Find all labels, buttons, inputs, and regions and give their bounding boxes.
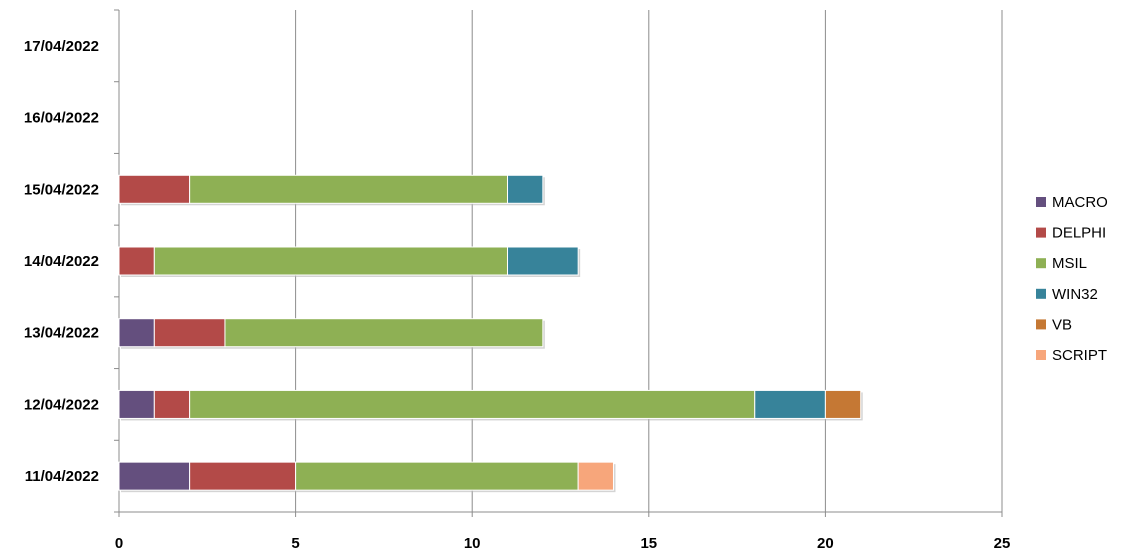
bar-macro-11-04-2022 [118,461,191,491]
legend-label-delphi: DELPHI [1052,225,1106,242]
bar-msil-14-04-2022 [153,246,509,276]
legend-swatch-win32 [1036,288,1046,299]
legend-swatch-msil [1036,258,1046,269]
y-tick-label: 11/04/2022 [25,468,99,485]
legend-swatch-macro [1036,197,1046,207]
x-tick-label: 10 [464,535,481,552]
bar-win32-14-04-2022 [507,246,579,276]
bar-macro-12-04-2022 [118,389,155,419]
y-tick-label: 12/04/2022 [24,396,99,413]
bar-msil-11-04-2022 [295,461,579,491]
y-tick-label: 13/04/2022 [24,325,99,342]
bar-msil-13-04-2022 [224,318,544,348]
bar-delphi-11-04-2022 [189,461,297,491]
legend-label-script: SCRIPT [1052,347,1107,364]
bar-macro-13-04-2022 [118,318,155,348]
legend-label-win32: WIN32 [1052,286,1098,303]
legend-swatch-delphi [1036,227,1046,238]
x-tick-label: 5 [291,535,299,552]
bar-delphi-13-04-2022 [153,318,226,348]
bar-delphi-12-04-2022 [153,389,191,419]
y-tick-label: 16/04/2022 [24,110,99,127]
x-tick-label: 15 [640,535,657,552]
y-tick-label: 17/04/2022 [24,38,99,55]
legend-label-msil: MSIL [1052,255,1087,272]
bar-delphi-14-04-2022 [118,246,155,276]
y-tick-label: 15/04/2022 [24,181,99,198]
bar-win32-15-04-2022 [507,174,544,204]
bar-msil-15-04-2022 [189,174,509,204]
bar-script-11-04-2022 [577,461,614,491]
legend-swatch-vb [1036,319,1046,330]
bar-delphi-15-04-2022 [118,174,191,204]
bar-win32-12-04-2022 [754,389,826,419]
x-tick-label: 25 [994,535,1011,552]
legend-label-macro: MACRO [1052,194,1108,211]
y-tick-label: 14/04/2022 [24,253,99,270]
x-tick-label: 20 [817,535,834,552]
legend-label-vb: VB [1052,316,1072,333]
x-tick-label: 0 [115,535,123,552]
bar-msil-12-04-2022 [189,389,756,419]
bar-vb-12-04-2022 [824,389,862,419]
legend-swatch-script [1036,350,1046,360]
